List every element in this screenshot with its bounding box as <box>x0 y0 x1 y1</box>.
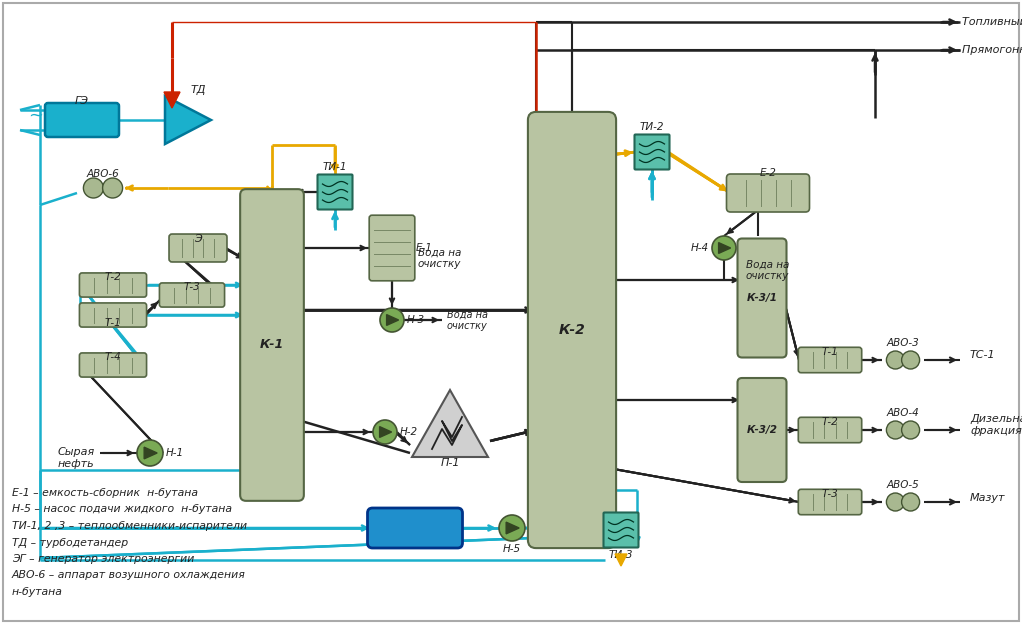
Text: Мазут: Мазут <box>970 493 1006 503</box>
Text: ТД: ТД <box>190 85 205 95</box>
Polygon shape <box>718 243 731 253</box>
Circle shape <box>712 236 736 260</box>
Circle shape <box>499 515 525 541</box>
Text: АВО-3: АВО-3 <box>887 338 920 348</box>
Text: ЭГ – генератор электроэнергии: ЭГ – генератор электроэнергии <box>12 554 194 564</box>
Polygon shape <box>165 96 211 144</box>
Circle shape <box>137 440 162 466</box>
Text: Сырая
нефть: Сырая нефть <box>58 447 95 469</box>
Circle shape <box>380 308 404 332</box>
Text: Вода на
очистку: Вода на очистку <box>418 247 461 269</box>
Text: ~: ~ <box>29 107 44 125</box>
Text: Н-1: Н-1 <box>166 448 184 458</box>
Circle shape <box>901 421 920 439</box>
FancyBboxPatch shape <box>169 234 227 262</box>
Text: Т-3: Т-3 <box>822 489 838 499</box>
Text: Е-2: Е-2 <box>759 168 777 178</box>
Text: Е-1 – емкость-сборник  н-бутана: Е-1 – емкость-сборник н-бутана <box>12 488 198 498</box>
Text: Вода на
очистку: Вода на очистку <box>746 259 789 281</box>
Text: Т-2: Т-2 <box>104 273 122 283</box>
FancyBboxPatch shape <box>318 175 353 210</box>
Text: К-1: К-1 <box>260 338 284 351</box>
Text: К-3/1: К-3/1 <box>746 293 778 303</box>
Text: Н-5: Н-5 <box>503 544 521 554</box>
Text: Т-2: Т-2 <box>822 417 838 427</box>
Text: К-2: К-2 <box>559 323 586 337</box>
Text: н-бутана: н-бутана <box>12 587 63 597</box>
Text: АВО-4: АВО-4 <box>887 408 920 418</box>
Text: Н-3: Н-3 <box>407 315 425 325</box>
Text: ТИ-2: ТИ-2 <box>640 122 664 132</box>
Text: Е-1: Е-1 <box>416 243 433 253</box>
FancyBboxPatch shape <box>528 112 616 548</box>
Polygon shape <box>144 447 157 459</box>
Text: АВО-6: АВО-6 <box>87 169 120 179</box>
FancyBboxPatch shape <box>738 238 787 358</box>
Polygon shape <box>386 314 399 325</box>
FancyBboxPatch shape <box>240 189 304 501</box>
Text: ГЭ: ГЭ <box>75 96 89 106</box>
Text: АВО-5: АВО-5 <box>887 480 920 490</box>
FancyBboxPatch shape <box>798 417 862 442</box>
Circle shape <box>102 178 123 198</box>
Text: ТИ-1, 2 ,3 – теплообменники-испарители: ТИ-1, 2 ,3 – теплообменники-испарители <box>12 521 247 531</box>
Text: Н-5 – насос подачи жидкого  н-бутана: Н-5 – насос подачи жидкого н-бутана <box>12 504 232 515</box>
FancyBboxPatch shape <box>159 283 225 307</box>
FancyBboxPatch shape <box>45 103 119 137</box>
Text: Топливный газ: Топливный газ <box>962 17 1022 27</box>
Circle shape <box>886 493 904 511</box>
FancyBboxPatch shape <box>798 348 862 373</box>
Circle shape <box>901 351 920 369</box>
Text: Вода на
очистку: Вода на очистку <box>447 310 487 331</box>
FancyBboxPatch shape <box>727 174 809 212</box>
Text: ТС-1: ТС-1 <box>970 350 995 360</box>
FancyBboxPatch shape <box>604 512 639 547</box>
Polygon shape <box>379 427 391 437</box>
Circle shape <box>886 351 904 369</box>
Polygon shape <box>164 92 180 108</box>
Text: Н-4: Н-4 <box>691 243 709 253</box>
FancyBboxPatch shape <box>80 273 146 297</box>
Text: Т-1: Т-1 <box>104 318 122 328</box>
FancyBboxPatch shape <box>80 303 146 327</box>
Text: Прямогонный бензин: Прямогонный бензин <box>962 45 1022 55</box>
Text: Н-2: Н-2 <box>400 427 418 437</box>
Circle shape <box>373 420 397 444</box>
FancyBboxPatch shape <box>798 489 862 515</box>
FancyBboxPatch shape <box>635 135 669 170</box>
Text: Т-1: Т-1 <box>822 347 838 357</box>
Text: Э: Э <box>194 234 202 244</box>
Text: П-1: П-1 <box>440 458 460 468</box>
Circle shape <box>901 493 920 511</box>
Text: ТИ-1: ТИ-1 <box>323 162 347 172</box>
Text: ТИ-3: ТИ-3 <box>609 550 634 560</box>
Text: Т-4: Т-4 <box>104 353 122 363</box>
Text: ТД – турбодетандер: ТД – турбодетандер <box>12 537 128 547</box>
FancyBboxPatch shape <box>368 508 463 548</box>
FancyBboxPatch shape <box>738 378 787 482</box>
Circle shape <box>84 178 103 198</box>
FancyBboxPatch shape <box>369 215 415 281</box>
Text: К-3/2: К-3/2 <box>746 425 778 435</box>
Circle shape <box>886 421 904 439</box>
Polygon shape <box>506 522 519 534</box>
FancyBboxPatch shape <box>80 353 146 377</box>
Polygon shape <box>412 390 487 457</box>
Polygon shape <box>615 554 628 566</box>
Text: Дизельная
фракция: Дизельная фракция <box>970 414 1022 436</box>
Text: АВО-6 – аппарат возушного охлаждения: АВО-6 – аппарат возушного охлаждения <box>12 570 245 580</box>
Text: Т-3: Т-3 <box>184 283 200 293</box>
